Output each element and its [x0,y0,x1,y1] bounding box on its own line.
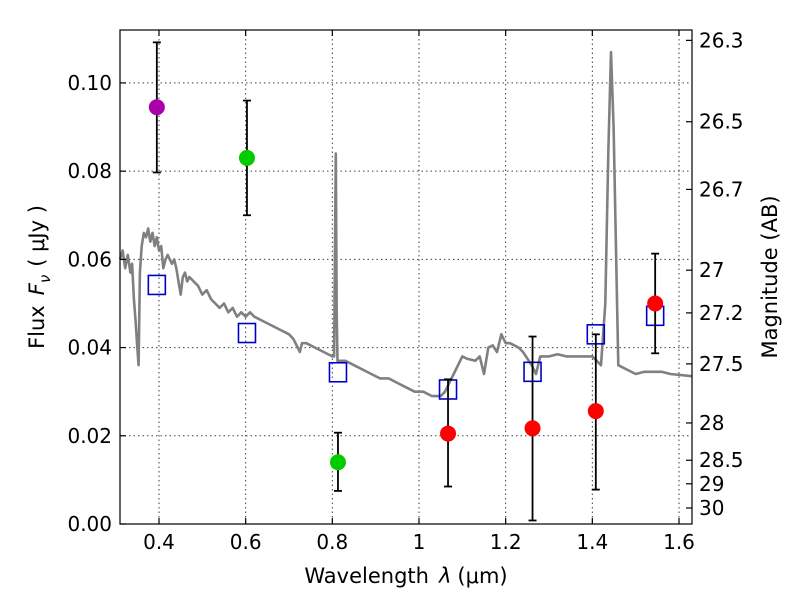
y2-tick-label: 27.5 [699,352,744,376]
x-tick-label: 0.4 [143,530,175,554]
x-tick-label: 1.6 [663,530,695,554]
y2-tick-label: 26.7 [699,177,744,201]
sed-curve-group [118,50,693,398]
y2-tick-label: 30 [699,496,724,520]
x-ticks: 0.4 0.6 0.8 1 1.2 1.4 1.6 [143,30,695,554]
x-tick-label: 0.8 [316,530,348,554]
model-points-group [147,274,665,400]
observed-point-marker [587,403,604,420]
y-tick-label: 0.02 [67,424,112,448]
model-point-marker [237,322,257,344]
y2-axis-label: Magnitude (AB) [758,195,782,358]
x-tick-label: 0.6 [230,530,262,554]
observed-point-marker [148,99,165,116]
observed-point-marker [238,149,255,166]
y-axis-label: FluxFν( μJy ) [25,205,54,349]
observed-point-marker [329,454,346,471]
y2-tick-label: 28.5 [699,448,744,472]
x-tick-label: 1.2 [490,530,522,554]
y2-tick-label: 27.2 [699,301,744,325]
y-tick-label: 0.10 [67,71,112,95]
observed-point-marker [647,295,664,312]
y-tick-label: 0.08 [67,159,112,183]
x-axis-label: Wavelength λ (μm) [304,564,507,588]
grid-lines [120,30,692,524]
y2-tick-label: 29 [699,472,724,496]
model-point-marker [147,274,167,296]
x-tick-label: 1.4 [576,530,608,554]
observed-point-marker [440,425,457,442]
observed-points-group [148,41,664,522]
x-tick-label: 1 [413,530,426,554]
y-tick-label: 0.00 [67,512,112,536]
y2-tick-label: 27 [699,258,724,282]
model-point-marker [328,361,348,383]
y-ticks: 0.00 0.02 0.04 0.06 0.08 0.10 [67,71,126,536]
plot-frame [119,29,693,525]
sed-model-curve [118,50,693,398]
y2-tick-label: 26.5 [699,110,744,134]
y-tick-label: 0.04 [67,336,112,360]
y2-tick-label: 26.3 [699,28,744,52]
y2-tick-label: 28 [699,411,724,435]
y-tick-label: 0.06 [67,247,112,271]
observed-point-marker [524,420,541,437]
